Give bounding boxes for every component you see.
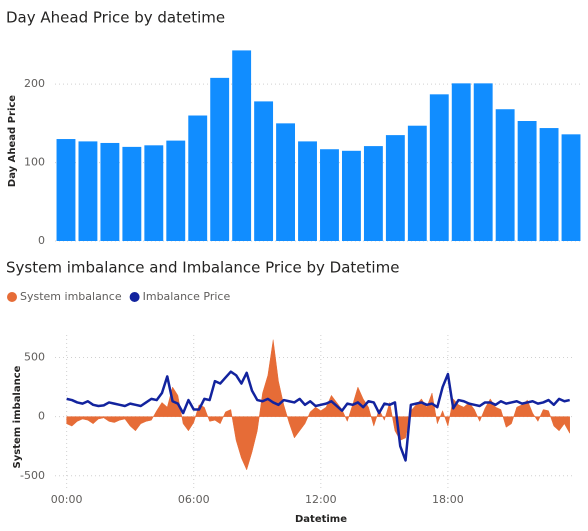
y-tick-label: -500 [20,469,45,482]
bar [78,141,98,241]
x-tick-label: 00:00 [51,493,83,506]
bar [429,94,449,241]
legend-label: System imbalance [20,290,122,303]
y-axis-title: System imbalance [12,365,23,468]
bar [561,134,581,241]
legend-marker [129,292,140,302]
chart-title: Day Ahead Price by datetime [6,9,225,27]
bar [363,146,383,241]
x-axis-title: Datetime [295,514,347,525]
bar [254,101,274,242]
bar [276,123,296,241]
y-axis-title: Day Ahead Price [7,95,18,187]
y-tick-label: 100 [24,156,45,169]
bar [539,128,559,241]
bar [166,140,186,241]
legend-label: Imbalance Price [143,290,231,303]
bar [298,141,317,241]
y-tick-label: 200 [24,77,45,90]
bar [232,50,252,241]
bar [144,145,164,241]
bar [407,125,427,241]
x-tick-label: 12:00 [305,493,337,506]
bar [495,109,515,241]
chart-title: System imbalance and Imbalance Price by … [6,259,399,277]
y-tick-label: 0 [38,234,45,247]
bar [188,115,208,241]
bar [385,135,405,241]
x-tick-label: 18:00 [432,493,464,506]
legend-marker [7,292,17,302]
bar [210,77,230,241]
line [66,370,570,462]
bar [517,121,537,241]
bar [320,149,339,241]
y-tick-label: 500 [24,350,45,363]
bar [473,83,493,242]
bar [56,139,76,241]
bar [122,146,142,241]
y-tick-label: 0 [38,410,45,423]
x-tick-label: 06:00 [178,493,210,506]
bar [100,142,120,241]
bar [341,150,361,241]
bar [451,83,471,242]
